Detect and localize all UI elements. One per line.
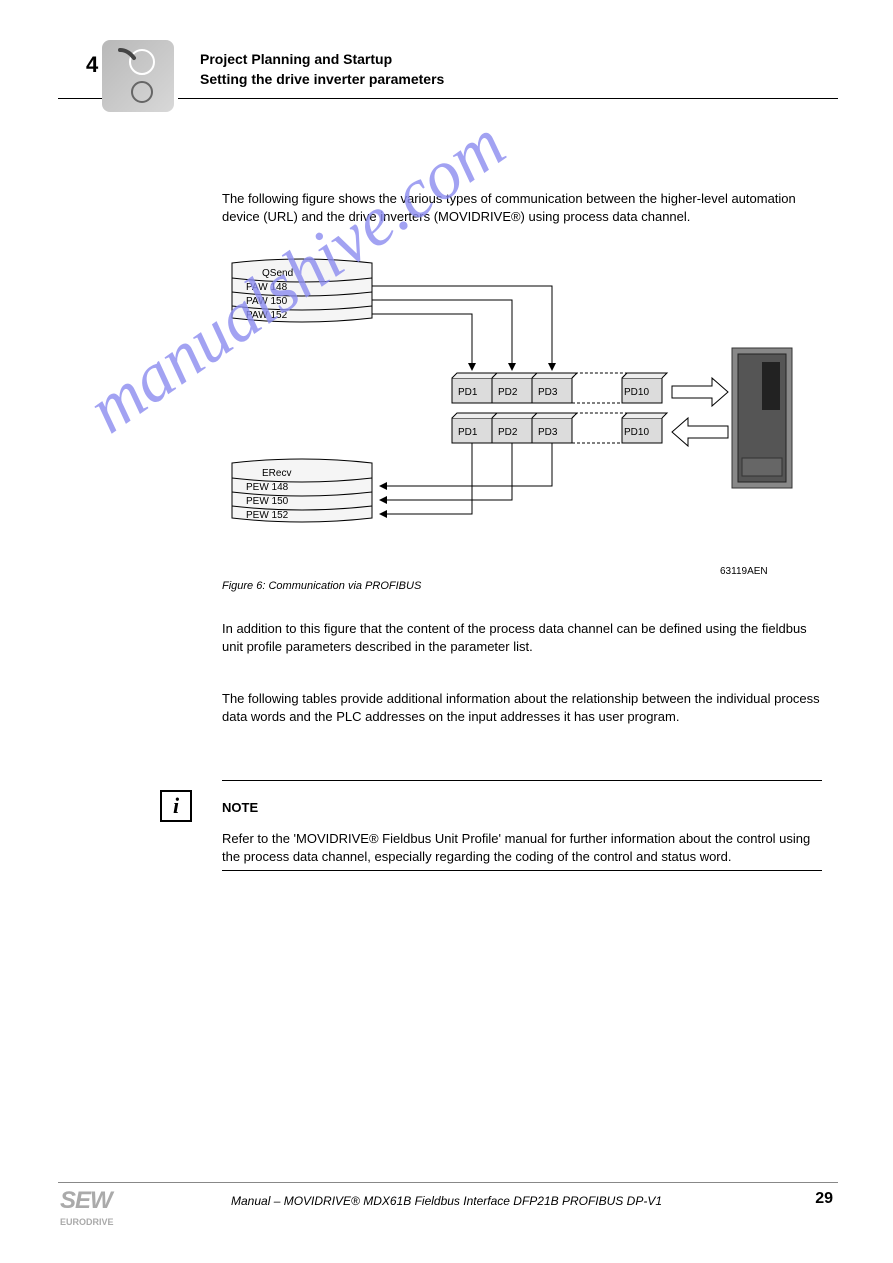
title-line-2: Setting the drive inverter parameters (200, 70, 444, 90)
intro-paragraph: The following figure shows the various t… (222, 190, 822, 226)
figure-ref-number: 63119AEN (720, 566, 768, 577)
header-rule (58, 98, 102, 99)
pd1-label: PD1 (458, 387, 478, 398)
footer-doc-title: Manual – MOVIDRIVE® MDX61B Fieldbus Inte… (0, 1194, 893, 1208)
note-body: Refer to the 'MOVIDRIVE® Fieldbus Unit P… (222, 830, 822, 866)
svg-text:PD2: PD2 (498, 427, 518, 438)
svg-text:PD3: PD3 (538, 427, 558, 438)
svg-text:PD10: PD10 (624, 427, 649, 438)
page: 4 Project Planning and Startup Setting t… (0, 0, 893, 1263)
inverter-device-icon (732, 348, 792, 488)
footer-page-number: 29 (815, 1190, 833, 1208)
svg-text:ERecv: ERecv (262, 468, 291, 479)
svg-text:PEW 148: PEW 148 (246, 482, 289, 493)
figure-caption: Figure 6: Communication via PROFIBUS (222, 580, 421, 592)
note-heading: NOTE (222, 800, 258, 815)
svg-text:PEW 152: PEW 152 (246, 510, 289, 521)
paragraph-3: The following tables provide additional … (222, 690, 822, 726)
pd3-label: PD3 (538, 387, 558, 398)
footer-logo-sub: EURODRIVE (60, 1217, 114, 1227)
header-rule (178, 98, 838, 99)
note-top-rule (222, 780, 822, 781)
svg-text:PD1: PD1 (458, 427, 478, 438)
chapter-number: 4 (86, 52, 98, 78)
arrows-up-icon (380, 443, 552, 514)
svg-text:PAW 148: PAW 148 (246, 282, 288, 293)
arrow-from-device-icon (672, 418, 728, 446)
page-title: Project Planning and Startup Setting the… (200, 50, 444, 89)
paragraph-2: In addition to this figure that the cont… (222, 620, 822, 656)
svg-text:QSend: QSend (262, 268, 293, 279)
title-line-1: Project Planning and Startup (200, 50, 444, 70)
svg-text:PAW 150: PAW 150 (246, 296, 288, 307)
arrows-down-icon (372, 286, 552, 370)
pd2-label: PD2 (498, 387, 518, 398)
note-bottom-rule (222, 870, 822, 871)
info-icon: i (160, 790, 192, 822)
svg-text:PAW 152: PAW 152 (246, 310, 288, 321)
footer-rule (58, 1182, 838, 1183)
header-icon (102, 40, 174, 112)
arrow-to-device-icon (672, 378, 728, 406)
pd10-label: PD10 (624, 387, 649, 398)
figure-6-diagram: QSend PAW 148 PAW 150 PAW 152 ERecv PEW … (222, 258, 822, 568)
svg-text:PEW 150: PEW 150 (246, 496, 289, 507)
